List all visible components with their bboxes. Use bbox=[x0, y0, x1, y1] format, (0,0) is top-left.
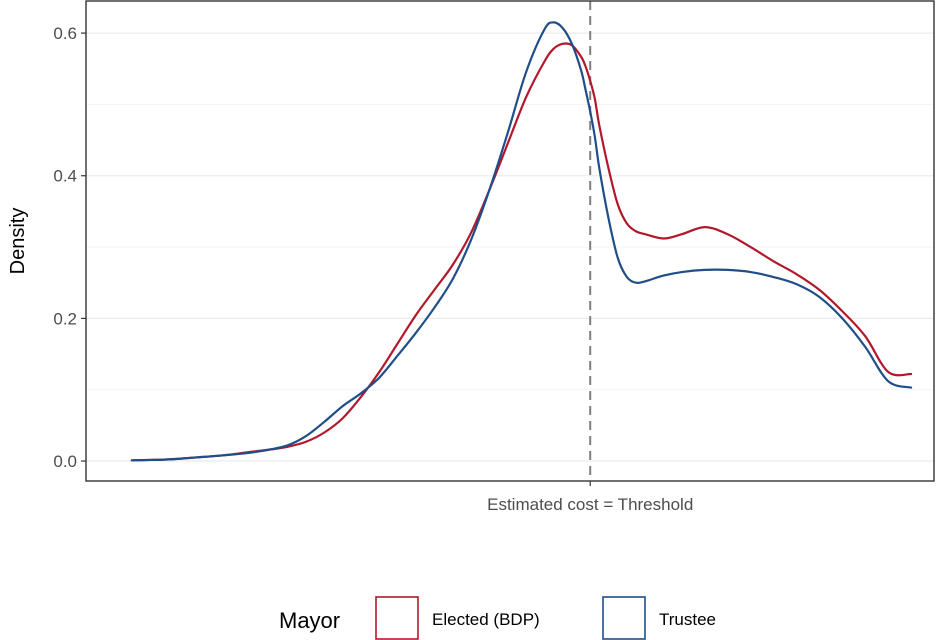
grid-lines bbox=[86, 32, 934, 462]
y-tick-label: 0.6 bbox=[53, 24, 77, 43]
y-tick-label: 0.2 bbox=[53, 309, 77, 328]
panel-border bbox=[85, 0, 935, 482]
plot-panel bbox=[85, 0, 935, 482]
legend-key-elected-bdp bbox=[375, 596, 419, 640]
legend-items: Elected (BDP) Trustee bbox=[375, 596, 716, 640]
y-tick-label: 0.4 bbox=[53, 167, 77, 186]
series-line-elected-bdp bbox=[130, 42, 913, 462]
legend: Mayor Elected (BDP) Trustee bbox=[279, 596, 716, 640]
y-tick-label: 0.0 bbox=[53, 452, 77, 471]
panel-background bbox=[86, 1, 934, 481]
y-axis: 0.0 0.2 0.4 0.6 bbox=[53, 24, 591, 486]
y-axis-title: Density bbox=[7, 208, 29, 275]
legend-label-trustee: Trustee bbox=[659, 610, 716, 629]
legend-title: Mayor bbox=[279, 608, 340, 633]
series-layer bbox=[130, 21, 913, 462]
series-line-trustee bbox=[130, 21, 913, 462]
threshold-annotation: Estimated cost = Threshold bbox=[487, 495, 693, 514]
legend-key-trustee bbox=[602, 596, 646, 640]
legend-label-elected-bdp: Elected (BDP) bbox=[432, 610, 540, 629]
